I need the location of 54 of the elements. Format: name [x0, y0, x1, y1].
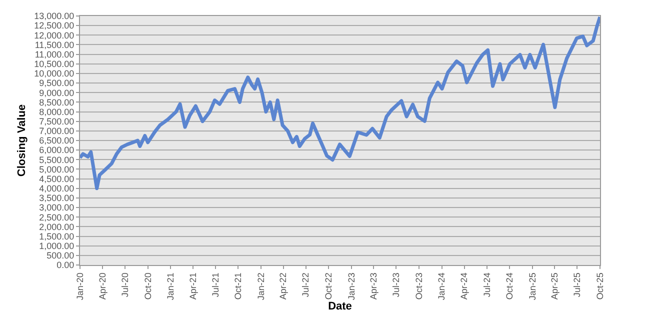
x-tick-label: Oct-25	[594, 272, 605, 300]
x-tick-label: Jul-25	[572, 272, 582, 298]
x-tick-label: Jan-25	[527, 272, 538, 300]
y-tick-label: 2,000.00	[39, 222, 74, 232]
y-tick-label: 10,500.00	[34, 59, 74, 70]
y-tick-label: 6,500.00	[39, 136, 74, 146]
x-tick-label: Jul-23	[391, 272, 402, 298]
x-tick-label: Jan-20	[74, 272, 85, 300]
x-tick-label: Jul-21	[210, 272, 220, 298]
y-tick-label: 0.00	[56, 260, 74, 270]
y-tick-label: 500.00	[46, 250, 74, 261]
x-tick-label: Apr-21	[188, 272, 198, 300]
x-tick-label: Jan-24	[436, 272, 447, 300]
x-tick-label: Jan-21	[166, 272, 176, 300]
y-tick-label: 1,000.00	[39, 241, 74, 251]
line-series	[80, 16, 600, 190]
x-tick-label: Jul-24	[482, 272, 492, 298]
y-tick-label: 12,000.00	[34, 30, 74, 40]
y-tick-label: 3,500.00	[39, 193, 74, 204]
x-tick-label: Oct-20	[142, 272, 153, 300]
y-tick-label: 9,500.00	[39, 78, 74, 88]
x-tick-label: Oct-21	[233, 272, 244, 300]
y-tick-label: 5,000.00	[39, 164, 74, 174]
y-tick-label: 9,000.00	[39, 88, 74, 98]
x-tick-label: Oct-23	[414, 272, 424, 300]
x-tick-label: Jan-23	[346, 272, 356, 300]
y-tick-label: 7,000.00	[39, 126, 74, 136]
y-tick-label: 10,000.00	[34, 68, 74, 79]
y-tick-label: 4,500.00	[39, 174, 74, 184]
y-tick-label: 8,500.00	[39, 97, 74, 108]
y-tick-label: 3,000.00	[39, 202, 74, 213]
x-tick-label: Apr-23	[368, 272, 379, 300]
y-tick-label: 7,500.00	[39, 116, 74, 126]
y-tick-label: 4,000.00	[39, 184, 74, 194]
y-tick-label: 12,500.00	[34, 20, 74, 31]
x-tick-label: Jul-22	[300, 272, 311, 298]
x-tick-label: Apr-25	[550, 272, 560, 300]
x-tick-label: Oct-24	[504, 272, 515, 300]
x-tick-label: Apr-22	[278, 272, 288, 300]
y-tick-label: 11,500.00	[34, 40, 74, 50]
x-axis-title: Date	[328, 300, 352, 312]
y-tick-label: 6,000.00	[39, 145, 74, 156]
y-tick-label: 11,000.00	[34, 49, 74, 60]
y-tick-label: 8,000.00	[39, 106, 74, 117]
y-tick-label: 2,500.00	[39, 212, 74, 222]
x-tick-label: Jul-20	[120, 272, 130, 298]
y-tick-label: 1,500.00	[39, 231, 74, 242]
x-tick-label: Apr-24	[459, 272, 470, 300]
x-tick-label: Apr-20	[97, 272, 108, 300]
y-axis-title: Closing Value	[16, 104, 28, 177]
y-tick-label: 5,500.00	[39, 154, 74, 165]
y-tick-label: 13,000.00	[34, 11, 74, 22]
x-tick-label: Jan-22	[256, 272, 266, 300]
x-tick-label: Oct-22	[324, 272, 334, 300]
